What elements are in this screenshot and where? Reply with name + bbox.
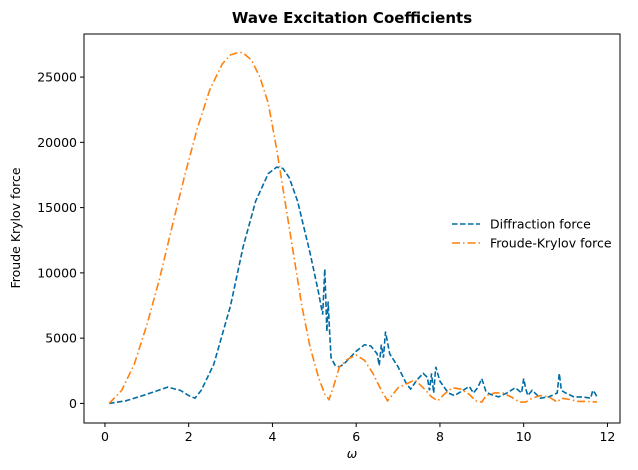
legend-label-2: Froude-Krylov force (490, 236, 612, 251)
y-tick-label: 20000 (37, 135, 77, 150)
y-tick-label: 5000 (45, 331, 77, 346)
x-axis-label: ω (347, 446, 357, 461)
series-line-2 (108, 51, 598, 404)
y-tick-label: 25000 (37, 70, 77, 85)
x-tick-label: 12 (599, 429, 615, 444)
chart-title: Wave Excitation Coefficients (232, 9, 472, 27)
plot-area (108, 51, 598, 405)
y-axis-label: Froude Krylov force (8, 167, 23, 288)
x-tick-label: 0 (101, 429, 109, 444)
y-tick-label: 10000 (37, 265, 77, 280)
x-tick-label: 10 (516, 429, 532, 444)
x-tick-label: 4 (268, 429, 276, 444)
x-tick-label: 2 (185, 429, 193, 444)
y-tick-label: 0 (69, 396, 77, 411)
legend: Diffraction force Froude-Krylov force (452, 217, 612, 251)
y-tick-label: 15000 (37, 200, 77, 215)
x-tick-label: 8 (436, 429, 444, 444)
plot-frame (83, 33, 621, 424)
x-tick-label: 6 (352, 429, 360, 444)
y-axis: 0 5000 10000 15000 20000 25000 (37, 70, 84, 411)
x-axis: 0 2 4 6 8 10 12 (101, 423, 615, 444)
legend-label-1: Diffraction force (490, 217, 591, 232)
